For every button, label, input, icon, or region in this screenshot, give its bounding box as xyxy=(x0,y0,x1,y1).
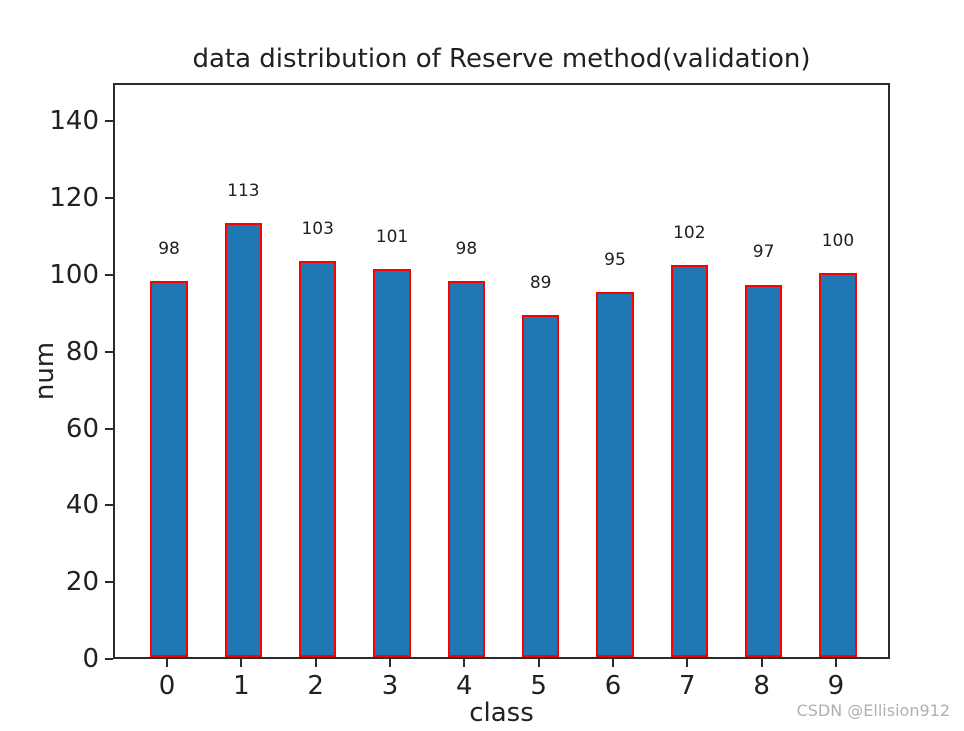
bar-value-label-7: 102 xyxy=(673,223,706,244)
bar-value-label-1: 113 xyxy=(227,181,260,202)
x-tick-label-0: 0 xyxy=(158,671,176,701)
x-tick-label-5: 5 xyxy=(530,671,547,701)
bar-value-label-9: 100 xyxy=(821,230,855,251)
y-tick-label-40: 40 xyxy=(65,490,99,521)
bar-class-6 xyxy=(596,292,634,657)
bar-class-9 xyxy=(819,273,857,657)
bar-value-label-4: 98 xyxy=(455,238,478,259)
x-tick-label-4: 4 xyxy=(456,671,473,701)
bar-value-label-6: 95 xyxy=(604,250,626,271)
x-tick-3 xyxy=(389,659,391,667)
bar-class-7 xyxy=(670,265,708,657)
x-tick-label-3: 3 xyxy=(381,671,399,701)
x-tick-label-1: 1 xyxy=(233,671,250,701)
bar-class-1 xyxy=(224,223,262,657)
y-tick-label-140: 140 xyxy=(49,106,99,137)
bar-class-4 xyxy=(447,280,485,657)
x-tick-4 xyxy=(463,659,466,667)
plot-area: 98 113 103 101 98 89 95 102 97 100 xyxy=(113,83,890,659)
y-tick-100 xyxy=(105,274,113,276)
x-tick-label-9: 9 xyxy=(827,671,845,701)
y-tick-20 xyxy=(105,581,113,584)
x-tick-2 xyxy=(314,659,317,667)
x-tick-5 xyxy=(537,659,540,667)
y-tick-label-60: 60 xyxy=(65,413,99,444)
y-tick-60 xyxy=(105,427,113,430)
y-tick-40 xyxy=(105,504,113,507)
x-tick-7 xyxy=(686,659,689,667)
bar-value-label-5: 89 xyxy=(529,273,552,294)
bar-class-8 xyxy=(745,284,783,657)
y-tick-80 xyxy=(105,350,113,353)
x-tick-6 xyxy=(611,659,614,667)
y-tick-label-0: 0 xyxy=(82,644,99,674)
bar-value-label-2: 103 xyxy=(301,219,334,240)
x-tick-8 xyxy=(760,659,763,667)
bar-class-2 xyxy=(299,261,337,657)
x-tick-0 xyxy=(166,659,169,667)
y-tick-label-80: 80 xyxy=(65,336,99,367)
watermark: CSDN @Ellision912 xyxy=(796,701,950,720)
x-tick-1 xyxy=(240,659,243,667)
chart-title: data distribution of Reserve method(vali… xyxy=(192,44,811,74)
x-tick-label-7: 7 xyxy=(679,671,696,701)
x-tick-label-6: 6 xyxy=(604,671,622,701)
bar-value-label-8: 97 xyxy=(752,242,775,263)
y-tick-140 xyxy=(105,120,113,123)
x-tick-label-8: 8 xyxy=(753,671,770,701)
y-tick-label-20: 20 xyxy=(65,567,99,598)
y-tick-label-100: 100 xyxy=(49,260,99,290)
y-tick-0 xyxy=(105,658,113,660)
bar-class-3 xyxy=(373,269,411,657)
y-tick-label-120: 120 xyxy=(49,183,99,214)
bar-value-label-3: 101 xyxy=(375,227,409,248)
x-tick-9 xyxy=(834,659,837,667)
bar-value-label-0: 98 xyxy=(158,238,180,259)
bar-class-5 xyxy=(522,315,560,657)
y-tick-120 xyxy=(105,197,113,200)
bar-class-0 xyxy=(150,280,188,657)
x-tick-label-2: 2 xyxy=(307,671,324,701)
x-axis-label: class xyxy=(469,698,534,728)
